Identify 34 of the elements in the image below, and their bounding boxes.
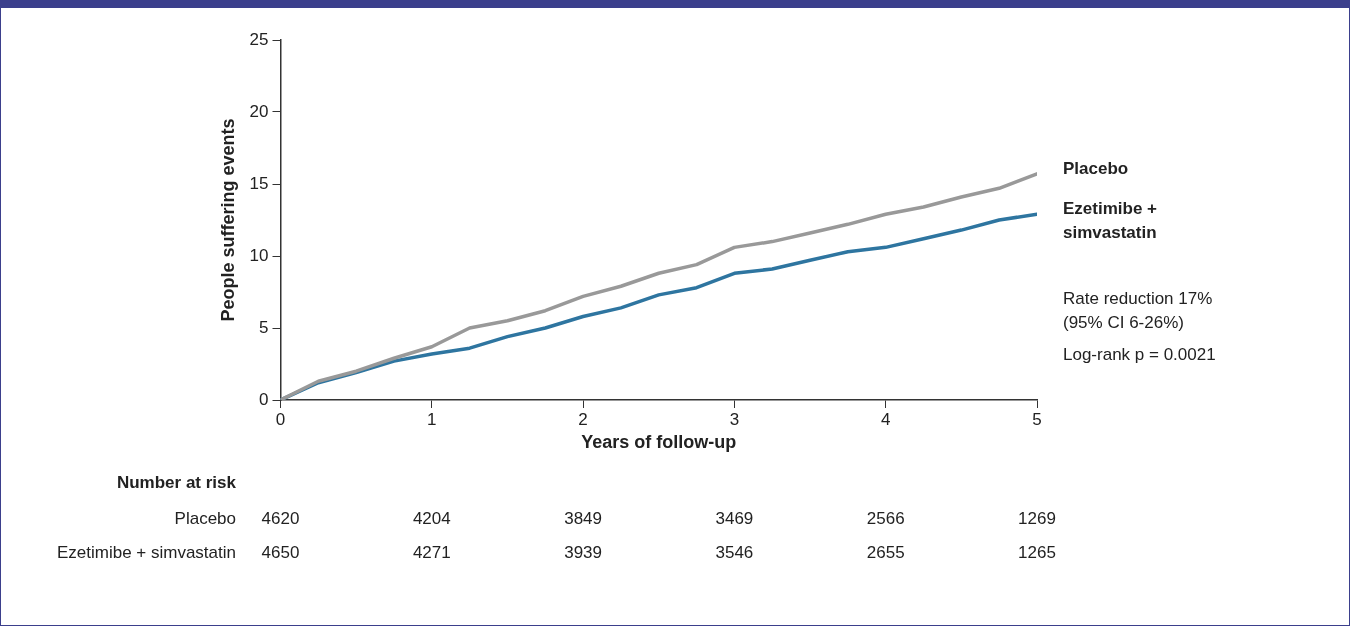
text: 3469 (715, 508, 754, 528)
text: Placebo (174, 508, 236, 528)
text: Rate reduction 17% (1063, 288, 1213, 308)
x-axis-title: Years of follow-up (581, 432, 737, 453)
x-tick-label: 3 (729, 409, 740, 429)
y-tick-label: 5 (259, 317, 269, 337)
x-tick-label: 2 (578, 409, 588, 429)
y-tick-label: 10 (249, 245, 269, 265)
text: 1269 (1018, 508, 1056, 528)
series-label: Ezetimibe + simvastatin (1063, 198, 1158, 242)
text: 3546 (715, 542, 754, 562)
y-tick-label: 15 (249, 173, 269, 193)
text: Number at risk (116, 472, 237, 492)
text: Log-rank p = 0.0021 (1063, 344, 1216, 364)
x-tick-label: 1 (427, 409, 437, 429)
text: 3849 (564, 508, 603, 528)
text: Ezetimibe + simvastatin (56, 542, 236, 562)
text: 4271 (412, 542, 451, 562)
text: 2655 (866, 542, 905, 562)
y-axis-title: People suffering events (217, 118, 238, 322)
text: 4204 (412, 508, 451, 528)
text: 3939 (564, 542, 603, 562)
y-tick-label: 25 (249, 29, 269, 49)
x-tick-label: 4 (880, 409, 891, 429)
text: 4620 (261, 508, 300, 528)
x-tick-label: 5 (1032, 409, 1042, 429)
text: 2566 (866, 508, 905, 528)
x-tick-label: 0 (275, 409, 286, 429)
y-tick-label: 20 (249, 101, 269, 121)
series-label: Placebo (1063, 158, 1129, 178)
text: (95% CI 6-26%) (1063, 312, 1184, 332)
text: 4650 (261, 542, 300, 562)
y-tick-label: 0 (259, 389, 269, 409)
text: 1265 (1018, 542, 1056, 562)
